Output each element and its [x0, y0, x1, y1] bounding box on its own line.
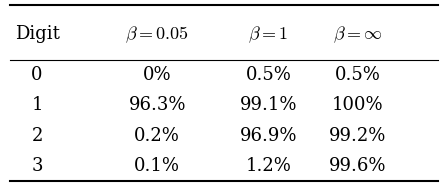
Text: 0: 0 [31, 66, 43, 84]
Text: 96.9%: 96.9% [240, 127, 297, 145]
Text: $\beta = 0.05$: $\beta = 0.05$ [125, 24, 189, 45]
Text: 0.1%: 0.1% [134, 157, 180, 175]
Text: 96.3%: 96.3% [129, 96, 186, 114]
Text: 1: 1 [31, 96, 43, 114]
Text: 0.2%: 0.2% [134, 127, 180, 145]
Text: 0.5%: 0.5% [335, 66, 380, 84]
Text: 99.2%: 99.2% [329, 127, 386, 145]
Text: Digit: Digit [15, 25, 60, 43]
Text: $\beta = \infty$: $\beta = \infty$ [333, 24, 382, 45]
Text: $\beta = 1$: $\beta = 1$ [249, 24, 289, 45]
Text: 2: 2 [31, 127, 43, 145]
Text: 99.1%: 99.1% [240, 96, 297, 114]
Text: 1.2%: 1.2% [246, 157, 292, 175]
Text: 0.5%: 0.5% [246, 66, 292, 84]
Text: 0%: 0% [143, 66, 172, 84]
Text: 99.6%: 99.6% [329, 157, 386, 175]
Text: 100%: 100% [332, 96, 383, 114]
Text: 3: 3 [31, 157, 43, 175]
